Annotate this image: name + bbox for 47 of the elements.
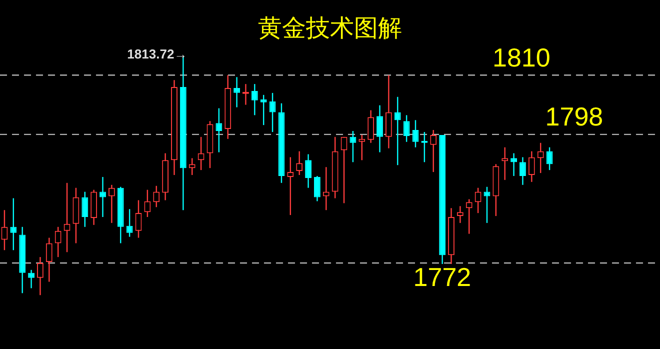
- candlestick: [510, 152, 518, 177]
- candlestick: [46, 237, 52, 282]
- candlestick: [216, 108, 222, 153]
- candlestick: [296, 150, 303, 176]
- ref-line-label: 1810: [492, 42, 550, 72]
- candlestick: [108, 184, 115, 224]
- candlestick: [456, 206, 464, 224]
- candlestick: [474, 187, 482, 214]
- candlestick: [350, 130, 356, 163]
- candlestick: [322, 166, 330, 211]
- ref-line-label: 1798: [545, 102, 604, 132]
- candlestick: [135, 200, 142, 238]
- candlestick: [368, 110, 374, 144]
- candlestick: [82, 191, 88, 228]
- candlestick: [537, 142, 544, 174]
- candlestick: [305, 154, 312, 188]
- ref-line-label: 1772: [413, 262, 472, 292]
- candlestick: [466, 198, 472, 234]
- candlestick: [126, 208, 133, 238]
- candlestick: [430, 129, 437, 173]
- candlestick: [520, 156, 526, 186]
- candlestick: [251, 83, 258, 116]
- candlestick: [502, 146, 508, 181]
- candlestick: [484, 186, 490, 224]
- text: 黄金技术图解: [258, 14, 402, 42]
- candlestick: [287, 156, 294, 216]
- candlestick: [188, 158, 196, 176]
- candlestick: [314, 175, 320, 202]
- candlestick: [340, 136, 348, 204]
- candlestick: [144, 189, 151, 218]
- candlestick: [234, 76, 240, 108]
- candlestick: [10, 198, 17, 251]
- candlestick: [1, 209, 8, 251]
- candlestick: [403, 114, 410, 142]
- candlestick: [28, 269, 34, 289]
- candlestick: [528, 150, 535, 183]
- candlestick: [376, 104, 383, 153]
- candlestick: [36, 256, 44, 296]
- candlestick: [394, 96, 401, 166]
- annotation: 1813.72→: [127, 46, 188, 62]
- candlestick: [198, 136, 204, 171]
- candlestick: [358, 134, 366, 161]
- candlestick: [412, 120, 419, 148]
- candlestick: [385, 74, 392, 149]
- candlestick: [64, 182, 70, 253]
- candlestick: [54, 226, 62, 258]
- candlestick: [260, 94, 267, 126]
